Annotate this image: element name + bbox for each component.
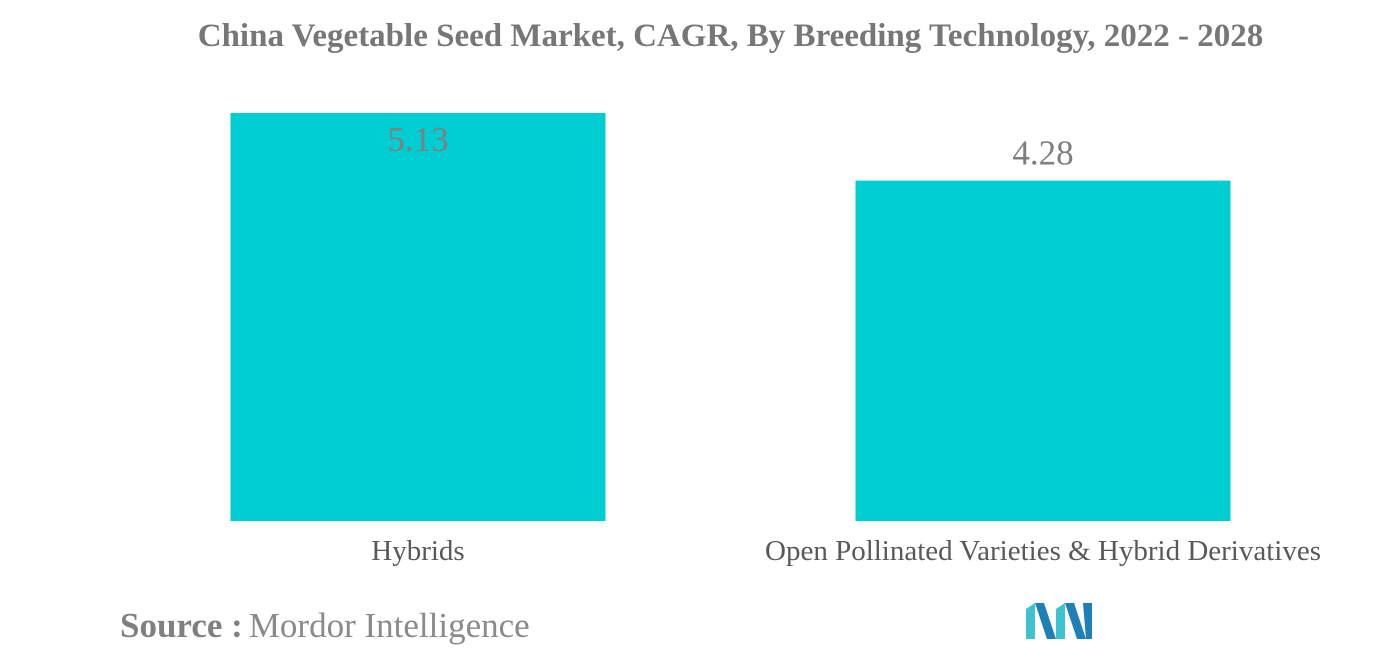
source-line: Source : Mordor Intelligence — [120, 606, 530, 646]
source-name: Mordor Intelligence — [248, 606, 530, 645]
bar-2 — [855, 180, 1231, 521]
bar-chart: 5.13 Hybrids 4.28 Open Pollinated Varieties… — [230, 113, 1321, 567]
data-label-2: 4.28 — [1012, 134, 1073, 173]
mordor-intelligence-logo-icon — [1026, 603, 1092, 639]
category-label-1: Hybrids — [371, 535, 464, 567]
source-label: Source : — [120, 606, 243, 645]
bar-1 — [230, 113, 606, 521]
data-label-1: 5.13 — [387, 120, 448, 159]
chart-title: China Vegetable Seed Market, CAGR, By Br… — [197, 18, 1264, 54]
category-label-2: Open Pollinated Varieties & Hybrid Deriv… — [765, 535, 1321, 567]
